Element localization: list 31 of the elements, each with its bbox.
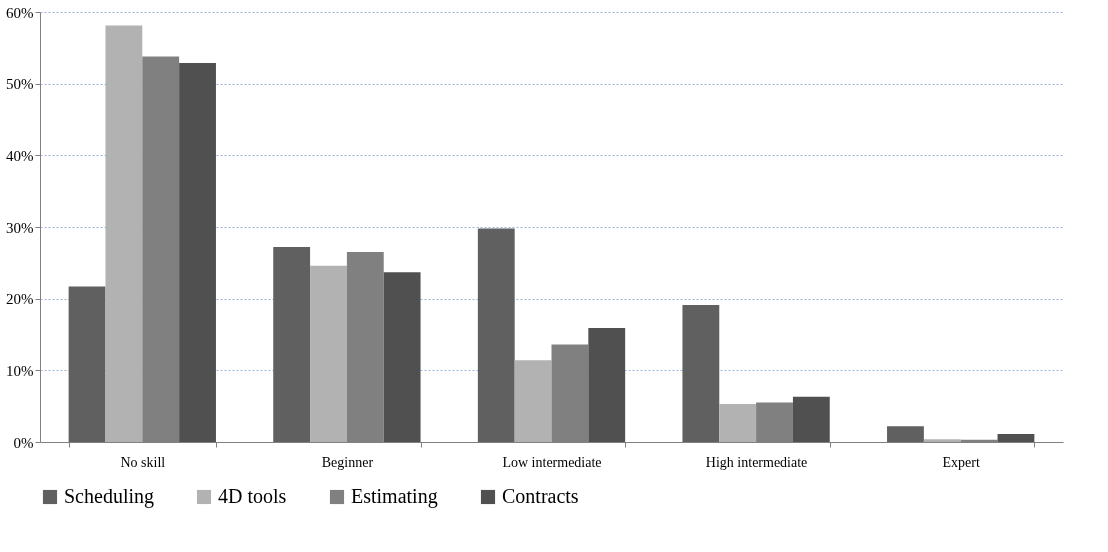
legend-label: Scheduling	[64, 485, 154, 508]
x-tick-label: No skill	[120, 454, 166, 470]
x-tick-label: Expert	[942, 454, 980, 470]
legend-label: Contracts	[502, 485, 579, 507]
y-tick-label: 40%	[6, 147, 34, 164]
legend-label: 4D tools	[218, 485, 287, 507]
bar	[477, 228, 515, 442]
bar	[68, 286, 106, 442]
bar	[588, 328, 626, 442]
bar	[682, 305, 720, 442]
bar	[273, 247, 311, 442]
bar	[179, 62, 216, 442]
y-tick-label: 0%	[13, 434, 34, 451]
y-tick-label: 60%	[6, 4, 34, 21]
bar	[514, 360, 552, 442]
bar	[310, 265, 347, 442]
x-tick-label: Beginner	[321, 454, 374, 470]
bar	[997, 434, 1035, 442]
bar	[383, 272, 421, 442]
bar	[105, 25, 143, 442]
x-tick-label: Low intermediate	[502, 454, 602, 470]
legend-label: Estimating	[351, 485, 438, 508]
y-tick-label: 10%	[6, 362, 34, 379]
y-tick-label: 30%	[6, 219, 34, 236]
bar	[719, 404, 757, 442]
x-tick-label: High intermediate	[705, 454, 808, 470]
bar	[923, 439, 961, 442]
bar	[792, 396, 830, 442]
y-tick-label: 20%	[6, 291, 34, 308]
bar	[887, 426, 924, 442]
y-tick-label: 50%	[6, 76, 34, 93]
